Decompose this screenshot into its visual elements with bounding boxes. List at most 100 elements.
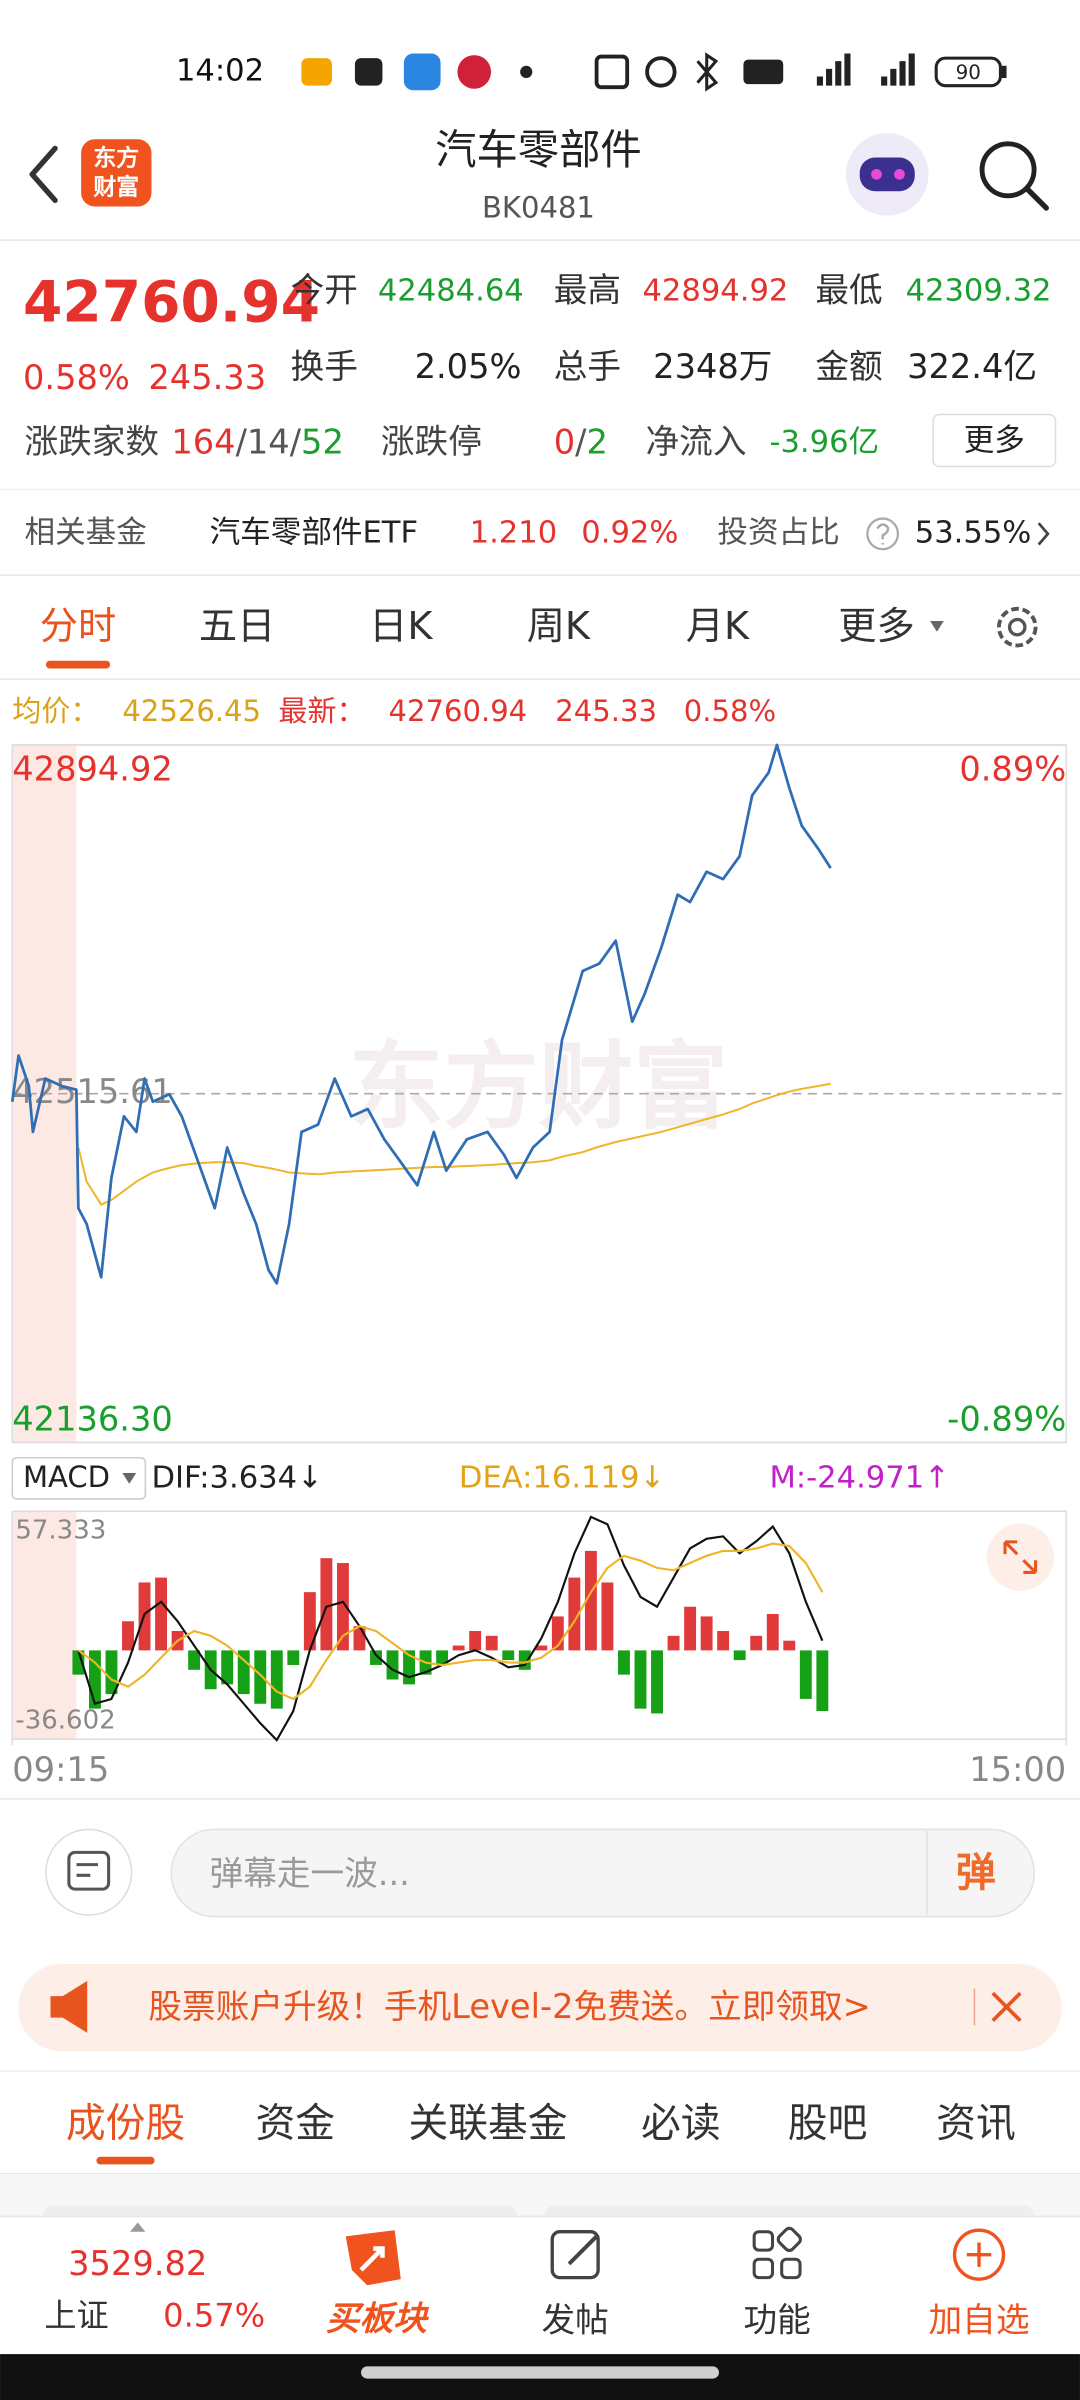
x-tick-label: 09:15 (12, 1750, 109, 1789)
nav-icon (776, 2226, 802, 2252)
plot-frame (11, 1510, 1067, 1740)
dropdown-arrow (122, 1473, 137, 1484)
stat-label: 换手 (291, 347, 358, 386)
macd-bar (320, 1558, 333, 1651)
macd-bar (336, 1563, 349, 1651)
nav-icon (550, 2230, 600, 2280)
logo-text: 财富 (93, 174, 139, 201)
status-icon (520, 65, 533, 79)
tab[interactable]: 成份股 (66, 2101, 185, 2147)
tab[interactable]: 必读 (641, 2101, 721, 2147)
logo (81, 139, 152, 207)
macd-bar (452, 1645, 465, 1651)
nav-icon (966, 2242, 992, 2267)
nav-item[interactable]: 加自选 (929, 2300, 1030, 2339)
fund-label: 相关基金 (25, 515, 147, 550)
assistant-avatar (894, 169, 905, 180)
index-value[interactable]: 3529.82 (68, 2244, 207, 2283)
macd-bar (105, 1650, 118, 1695)
macd-bar (684, 1606, 697, 1651)
stat-value: 42309.32 (906, 274, 1052, 309)
nav-icon (752, 2230, 775, 2252)
macd-bar (403, 1650, 415, 1685)
macd-bar (601, 1582, 614, 1651)
nav-item[interactable]: 功能 (743, 2300, 810, 2339)
share-value: 53.55% (915, 515, 1032, 550)
share-label: 投资占比 (717, 515, 839, 550)
macd-bar (303, 1592, 316, 1651)
status-time: 14:02 (176, 53, 264, 88)
tab[interactable]: 五日 (199, 605, 275, 649)
tab[interactable]: 更多 (838, 605, 914, 649)
tab[interactable]: 资讯 (936, 2101, 1016, 2147)
tab[interactable]: 资金 (255, 2101, 335, 2147)
more-button-label: 更多 (964, 424, 1025, 459)
content-tabs: 成份股 资金 关联基金 必读 股吧 资讯 (66, 2101, 1016, 2165)
macd-bar (254, 1650, 267, 1704)
tab[interactable]: 分时 (40, 605, 116, 649)
bottom-nav (0, 2216, 1080, 2355)
watermark: 东方财富 (349, 1033, 728, 1143)
limit: 0/2 (554, 422, 608, 461)
part: 52 (301, 422, 344, 461)
breadth: 164/14/52 (171, 422, 344, 461)
comment-settings[interactable] (45, 1828, 133, 1916)
nav-item[interactable]: 发帖 (542, 2300, 609, 2339)
macd-bar (816, 1650, 829, 1712)
macd-bar (667, 1635, 680, 1651)
macd-bar (535, 1645, 548, 1651)
tab[interactable]: 周K (527, 605, 591, 649)
macd-bar (568, 1577, 581, 1651)
dropdown-arrow (930, 621, 944, 632)
tab[interactable]: 股吧 (788, 2101, 868, 2147)
fund-change: 0.92% (581, 515, 678, 550)
macd-bar (485, 1635, 498, 1651)
nav-icon (567, 2233, 600, 2266)
y-tick-label: -36.602 (15, 1705, 115, 1735)
avg-price: 42526.45 (122, 694, 261, 728)
nav-item[interactable]: 买板块 (326, 2299, 429, 2338)
home-indicator[interactable] (361, 2366, 719, 2379)
tab[interactable]: 关联基金 (408, 2101, 567, 2147)
search-button[interactable] (979, 141, 1037, 199)
status-icon (354, 58, 383, 86)
stat-value: 322.4亿 (907, 347, 1037, 386)
comment-settings-icon (67, 1850, 111, 1891)
tab-underline (45, 660, 111, 669)
macd-bar (717, 1630, 730, 1651)
macd-bar (766, 1613, 779, 1651)
fund-name[interactable]: 汽车零部件ETF (210, 515, 418, 550)
danmaku-button[interactable]: 弹 (956, 1850, 996, 1896)
macd-bar (750, 1635, 763, 1651)
tab[interactable]: 日K (369, 605, 433, 649)
quote-stats: 今开 42484.64 最高 42894.92 最低 42309.32 换手 2.05% 总手 2… (291, 271, 1052, 386)
macd-bar (386, 1650, 399, 1680)
chevron (1037, 522, 1050, 546)
close-banner[interactable] (991, 1991, 1022, 2022)
expand-button[interactable] (986, 1523, 1054, 1591)
status-icon (816, 53, 851, 86)
tab[interactable]: 月K (686, 605, 750, 649)
more-button[interactable] (932, 413, 1057, 468)
help-icon[interactable] (866, 517, 900, 551)
settings-button (1007, 617, 1027, 637)
stock-code: BK0481 (482, 191, 595, 225)
macd-bar (72, 1650, 85, 1675)
expand-arrow (130, 2222, 146, 2232)
macd-bar (733, 1650, 746, 1661)
latest-price: 42760.94 (389, 694, 528, 728)
promo-banner[interactable] (18, 1964, 1062, 2052)
back-button[interactable] (29, 145, 58, 204)
settings-button[interactable] (996, 606, 1038, 648)
macd-bar (155, 1577, 168, 1651)
indicator-selector[interactable] (11, 1456, 147, 1500)
comment-settings-icon (76, 1863, 98, 1877)
last-price: 42760.94 (23, 270, 320, 336)
change-pct: 0.58% (23, 358, 130, 397)
comment-input[interactable] (170, 1828, 1035, 1918)
battery (1001, 65, 1007, 79)
change: 245.33 (148, 358, 266, 397)
battery (934, 56, 1002, 88)
macd-legend: DIF:3.634↓ DEA:16.119↓ M:-24.971↑ (151, 1461, 949, 1496)
